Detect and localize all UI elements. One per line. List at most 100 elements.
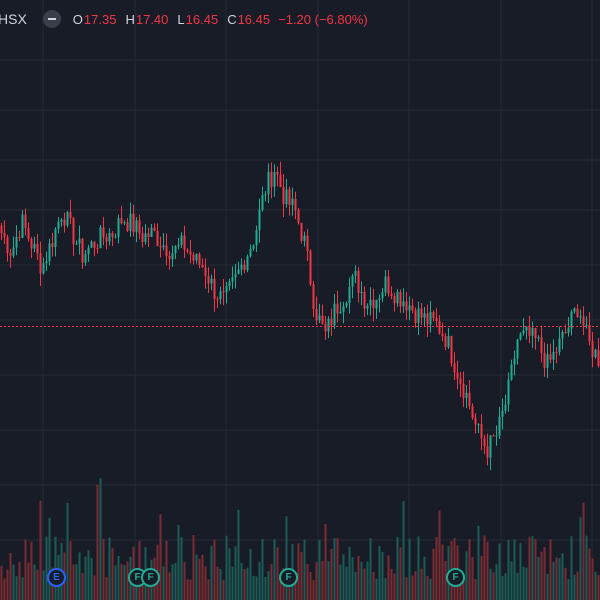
volume-bar (207, 579, 210, 600)
financials-marker[interactable]: F (279, 568, 298, 587)
volume-bar (30, 541, 33, 600)
volume-bar (237, 509, 240, 600)
candle-body (585, 324, 588, 326)
candle-body (300, 222, 303, 241)
candle-body (543, 352, 546, 368)
candle-body (549, 354, 552, 360)
candle-body (411, 305, 414, 311)
candle-body (471, 406, 474, 418)
candle-body (48, 243, 51, 262)
volume-bar (429, 578, 432, 600)
candle-body (6, 237, 9, 253)
volume-bar (519, 543, 522, 600)
candle-body (369, 299, 372, 306)
candle-body (342, 306, 345, 312)
candle-body (519, 333, 522, 340)
candle-body (99, 227, 102, 249)
candle-body (192, 254, 195, 261)
volume-bar (558, 558, 561, 600)
candle-body (198, 253, 201, 265)
candle-body (21, 214, 24, 238)
candle-body (345, 303, 348, 307)
volume-bar (501, 575, 504, 600)
candle-body (393, 296, 396, 304)
volume-bar (24, 539, 27, 600)
change-value: −1.20 (−6.80%) (278, 11, 368, 27)
volume-bar (39, 500, 42, 600)
volume-bar (69, 541, 72, 600)
volume-bar (420, 568, 423, 600)
candle-body (537, 337, 540, 339)
candle-body (213, 278, 216, 299)
candle-body (129, 213, 132, 231)
volume-bar (213, 539, 216, 600)
volume-bar (339, 564, 342, 600)
candle-body (243, 264, 246, 271)
candle-body (36, 243, 39, 254)
candle-body (435, 317, 438, 321)
volume-bar (165, 540, 168, 600)
candle-body (474, 417, 477, 425)
volume-bar (480, 555, 483, 600)
volume-bar (489, 568, 492, 600)
volume-bar (15, 576, 18, 600)
volume-bar (87, 550, 90, 600)
candle-body (366, 305, 369, 309)
candle-body (42, 263, 45, 274)
candle-body (453, 363, 456, 373)
low-value: 16.45 (185, 11, 219, 27)
candle-body (51, 243, 54, 248)
candle-body (93, 241, 96, 248)
volume-bar (486, 541, 489, 600)
candle-body (417, 308, 420, 323)
volume-bar (147, 576, 150, 600)
symbol-label[interactable]: HSX (0, 11, 27, 27)
volume-bar (183, 562, 186, 600)
volume-bar (375, 578, 378, 600)
high-label: H (125, 11, 135, 27)
volume-bar (84, 556, 87, 600)
volume-bar (309, 571, 312, 600)
volume-bar (174, 562, 177, 600)
volume-bar (537, 556, 540, 600)
volume-bar (552, 561, 555, 600)
open-value: 17.35 (83, 11, 117, 27)
candle-body (570, 311, 573, 329)
candle-body (102, 227, 105, 238)
volume-bar (81, 572, 84, 600)
candle-body (336, 303, 339, 314)
financials-marker[interactable]: F (446, 568, 465, 587)
volume-bar (507, 539, 510, 600)
candle-body (138, 220, 141, 234)
volume-bar (555, 557, 558, 600)
volume-bar (36, 569, 39, 600)
candle-body (432, 311, 435, 318)
volume-bar (510, 561, 513, 600)
hide-series-button[interactable] (42, 10, 61, 28)
volume-bar (591, 558, 594, 600)
volume-bar (411, 575, 414, 600)
volume-bar (114, 565, 117, 600)
volume-bar (348, 546, 351, 600)
volume-bar (105, 577, 108, 600)
candle-body (444, 336, 447, 348)
candle-body (489, 435, 492, 458)
volume-bar (543, 547, 546, 600)
volume-bar (426, 575, 429, 600)
candle-body (426, 313, 429, 325)
candle-body (387, 276, 390, 294)
volume-bar (459, 579, 462, 600)
financials-marker[interactable]: F (141, 568, 160, 587)
volume-bar (270, 564, 273, 600)
candle-body (168, 255, 171, 260)
earnings-marker[interactable]: E (47, 568, 66, 587)
volume-bar (261, 539, 264, 600)
volume-bar (471, 557, 474, 600)
volume-bar (6, 569, 9, 600)
candle-body (327, 318, 330, 332)
candle-body (363, 291, 366, 309)
volume-bar (498, 543, 501, 600)
candle-body (564, 332, 567, 334)
candle-body (201, 264, 204, 268)
